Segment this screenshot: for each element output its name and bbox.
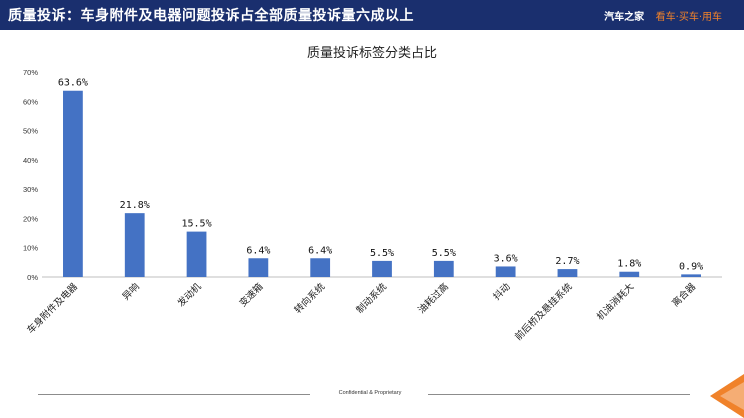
bar-value-label: 5.5% bbox=[370, 248, 394, 259]
bar bbox=[372, 260, 392, 277]
chart-title: 质量投诉标签分类占比 bbox=[307, 45, 437, 61]
bar-value-label: 5.5% bbox=[432, 248, 456, 259]
x-tick-label: 转向系统 bbox=[292, 280, 328, 316]
y-tick-label: 70% bbox=[23, 68, 38, 77]
x-tick-label: 抖动 bbox=[491, 281, 513, 303]
bar-value-label: 63.6% bbox=[58, 78, 88, 89]
y-tick-label: 50% bbox=[23, 127, 38, 136]
bar bbox=[495, 266, 516, 277]
bar-value-label: 6.4% bbox=[308, 245, 332, 256]
bar-value-label: 1.8% bbox=[617, 259, 641, 270]
bar bbox=[248, 258, 269, 277]
x-tick-label: 油耗过高 bbox=[416, 281, 451, 316]
bar-value-label: 2.7% bbox=[555, 256, 579, 267]
bar-value-label: 21.8% bbox=[120, 200, 150, 211]
bar-value-label: 15.5% bbox=[181, 219, 211, 230]
category-labels: 车身附件及电器 异响 发动机 变速箱 转向系统 制动系统 油耗过高 抖动 前后桥及悬挂系统 机油消… bbox=[25, 280, 699, 343]
bar bbox=[310, 258, 331, 277]
x-tick-label: 异响 bbox=[120, 281, 142, 303]
x-tick-label: 变速箱 bbox=[237, 281, 266, 310]
header-bar: 质量投诉：车身附件及电器问题投诉占全部质量投诉量六成以上 汽车之家 看车·买车·… bbox=[0, 0, 744, 30]
bar-value-label: 0.9% bbox=[679, 261, 703, 272]
x-tick-label: 前后桥及悬挂系统 bbox=[512, 280, 575, 343]
y-tick-label: 0% bbox=[27, 273, 38, 282]
x-tick-label: 发动机 bbox=[175, 280, 204, 309]
bar bbox=[186, 231, 207, 277]
y-tick-label: 40% bbox=[23, 156, 38, 165]
y-axis: 0% 10% 20% 30% 40% 50% 60% 70% bbox=[23, 68, 38, 282]
x-tick-label: 制动系统 bbox=[354, 280, 390, 316]
y-tick-label: 60% bbox=[23, 97, 38, 106]
x-tick-label: 离合器 bbox=[670, 280, 699, 309]
footer-divider-left bbox=[38, 394, 310, 395]
bar bbox=[433, 260, 454, 277]
bar-value-label: 3.6% bbox=[494, 253, 518, 264]
value-labels: 63.6% 21.8% 15.5% 6.4% 6.4% 5.5% 5.5% 3.6% 2.7% 1… bbox=[58, 78, 703, 273]
x-tick-label: 机油消耗大 bbox=[594, 280, 636, 322]
footer-text: Confidential & Proprietary bbox=[338, 390, 402, 396]
corner-arrow-icon bbox=[710, 374, 744, 418]
brand-slogan: 看车·买车·用车 bbox=[655, 12, 722, 23]
brand-logo[interactable]: 汽车之家 看车·买车·用车 bbox=[604, 8, 722, 23]
bar bbox=[557, 269, 578, 277]
bar bbox=[681, 274, 701, 277]
bar bbox=[63, 90, 83, 277]
bar bbox=[619, 271, 640, 277]
page-title: 质量投诉：车身附件及电器问题投诉占全部质量投诉量六成以上 bbox=[8, 8, 414, 24]
bar-value-label: 6.4% bbox=[246, 245, 270, 256]
y-tick-label: 10% bbox=[23, 244, 38, 253]
brand-name: 汽车之家 bbox=[604, 12, 645, 23]
bar-series bbox=[63, 90, 701, 277]
bar-chart: 质量投诉标签分类占比 0% 10% 20% 30% 40% 50% 60% 70% 63.6%… bbox=[23, 45, 722, 343]
bar bbox=[124, 213, 145, 277]
footer-divider-right bbox=[428, 394, 690, 395]
y-tick-label: 30% bbox=[23, 185, 38, 194]
y-tick-label: 20% bbox=[23, 214, 38, 223]
x-tick-label: 车身附件及电器 bbox=[25, 280, 81, 336]
